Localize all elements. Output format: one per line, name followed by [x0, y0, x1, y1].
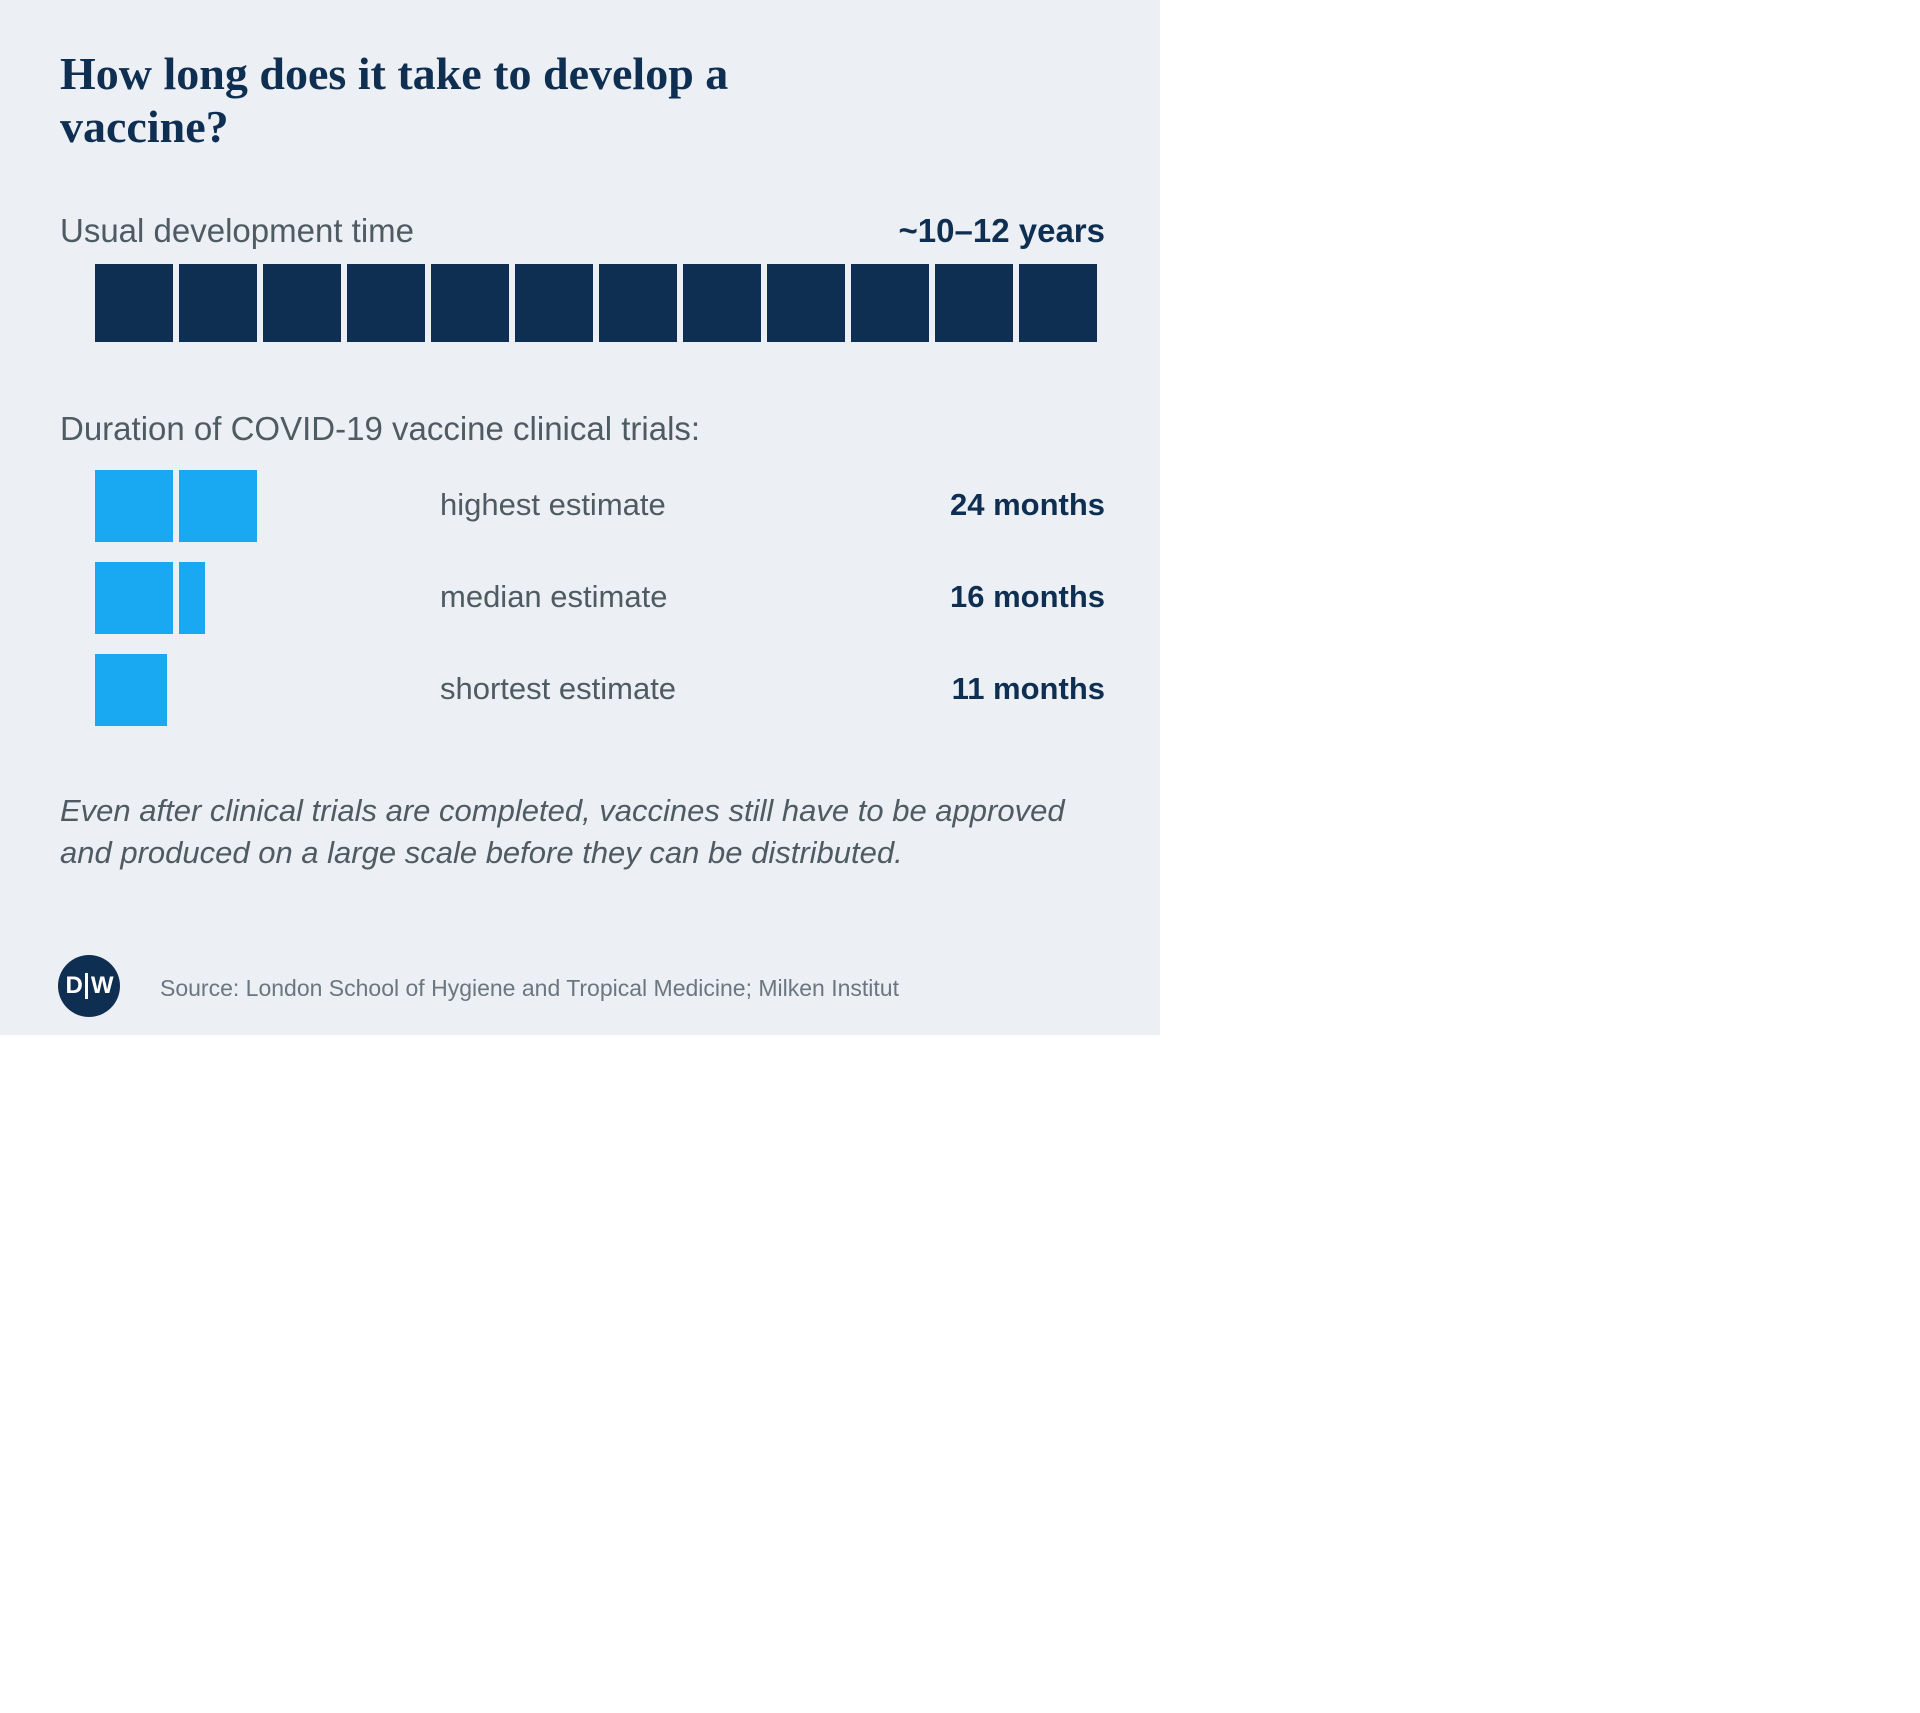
covid-row-value: 16 months [950, 579, 1105, 615]
chart-title: How long does it take to develop a vacci… [60, 48, 820, 154]
dw-logo-d: D [66, 972, 82, 1000]
usual-dev-year-blocks [95, 264, 1097, 342]
year-block [1019, 264, 1097, 342]
covid-bar [95, 654, 167, 726]
year-block [935, 264, 1013, 342]
dw-logo-divider [85, 973, 88, 999]
dw-logo-w: W [91, 972, 113, 1000]
covid-bar-segment [179, 562, 205, 634]
covid-bar-segment [95, 654, 167, 726]
footnote: Even after clinical trials are completed… [60, 790, 1070, 874]
year-block [431, 264, 509, 342]
covid-bar [95, 562, 205, 634]
covid-bar-segment [95, 562, 173, 634]
covid-row-label: highest estimate [440, 487, 666, 523]
year-block [851, 264, 929, 342]
year-block [263, 264, 341, 342]
year-block [179, 264, 257, 342]
year-block [347, 264, 425, 342]
covid-row-label: median estimate [440, 579, 667, 615]
covid-bar-segment [95, 470, 173, 542]
year-block [767, 264, 845, 342]
infographic-canvas: How long does it take to develop a vacci… [0, 0, 1160, 1035]
covid-row-value: 24 months [950, 487, 1105, 523]
covid-row-label: shortest estimate [440, 671, 676, 707]
year-block [599, 264, 677, 342]
year-block [515, 264, 593, 342]
covid-row-value: 11 months [952, 671, 1105, 707]
year-block [683, 264, 761, 342]
covid-bar-segment [179, 470, 257, 542]
covid-bar [95, 470, 257, 542]
dw-logo: D W [58, 955, 120, 1017]
covid-heading: Duration of COVID-19 vaccine clinical tr… [60, 410, 700, 448]
year-block [95, 264, 173, 342]
source-line: Source: London School of Hygiene and Tro… [160, 975, 899, 1002]
usual-dev-value: ~10–12 years [899, 212, 1105, 250]
usual-dev-label: Usual development time [60, 212, 414, 250]
